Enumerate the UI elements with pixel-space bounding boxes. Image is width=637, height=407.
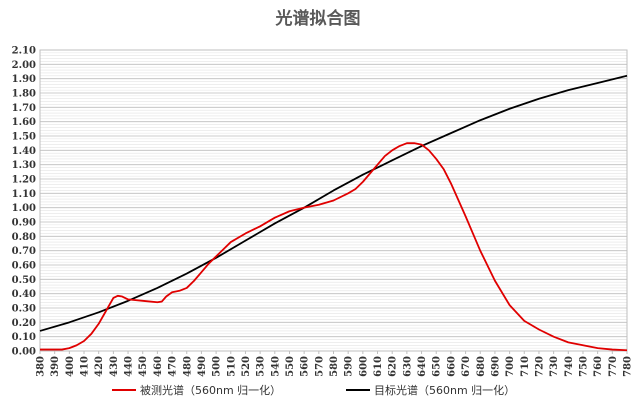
x-tick-label: 520 (241, 356, 252, 377)
x-tick-label: 440 (124, 356, 135, 377)
y-tick-label: 0.40 (12, 289, 36, 300)
y-tick-label: 2.00 (12, 60, 36, 71)
legend-label-measured: 被测光谱（560nm 归一化） (140, 383, 281, 397)
y-tick-label: 0.10 (12, 332, 36, 343)
measured-spectrum-line (40, 142, 628, 352)
y-tick-label: 1.70 (12, 103, 36, 114)
y-tick-label: 1.00 (12, 203, 36, 214)
y-axis: 0.00 0.10 0.20 0.30 0.40 0.50 0.60 0.70 0.80 0.90… (12, 46, 36, 358)
x-tick-label: 470 (168, 356, 179, 377)
x-tick-label: 540 (270, 356, 281, 377)
x-tick-label: 570 (314, 356, 325, 377)
x-tick-label: 490 (197, 356, 208, 377)
y-tick-label: 0.50 (12, 275, 36, 286)
x-tick-label: 500 (212, 356, 223, 377)
x-tick-label: 380 (36, 356, 47, 377)
x-tick-label: 400 (65, 356, 76, 377)
y-tick-label: 0.90 (12, 218, 36, 229)
x-tick-label: 760 (593, 356, 604, 377)
x-tick-label: 420 (94, 356, 105, 377)
x-tick-label: 690 (490, 356, 501, 377)
legend: 被测光谱（560nm 归一化） 目标光谱（560nm 归一化） (112, 383, 515, 397)
x-tick-label: 720 (534, 356, 545, 377)
y-tick-label: 0.30 (12, 304, 36, 315)
x-tick-label: 430 (109, 356, 120, 377)
x-tick-label: 410 (80, 356, 91, 377)
x-tick-label: 580 (329, 356, 340, 377)
y-tick-label: 1.60 (12, 117, 36, 128)
x-tick-label: 650 (432, 356, 443, 377)
x-tick-label: 710 (520, 356, 531, 377)
y-tick-label: 0.70 (12, 246, 36, 257)
y-tick-label: 1.10 (12, 189, 36, 200)
chart-title: 光谱拟合图 (275, 8, 361, 29)
y-tick-label: 1.90 (12, 74, 36, 85)
x-tick-label: 450 (138, 356, 149, 377)
y-tick-label: 2.10 (12, 46, 36, 57)
y-tick-label: 1.40 (12, 146, 36, 157)
x-tick-label: 640 (417, 356, 428, 377)
x-tick-label: 390 (50, 356, 61, 377)
x-tick-label: 740 (564, 356, 575, 377)
x-tick-label: 550 (285, 356, 296, 377)
x-tick-label: 730 (549, 356, 560, 377)
x-tick-label: 630 (402, 356, 413, 377)
target-spectrum-line (39, 74, 628, 332)
x-tick-label: 590 (344, 356, 355, 377)
x-tick-label: 510 (226, 356, 237, 377)
x-tick-label: 780 (623, 356, 634, 377)
x-tick-label: 620 (388, 356, 399, 377)
minor-gridlines (40, 52, 627, 349)
x-tick-label: 460 (153, 356, 164, 377)
x-tick-label: 670 (461, 356, 472, 377)
x-tick-label: 770 (608, 356, 619, 377)
x-tick-label: 600 (358, 356, 369, 377)
x-tick-label: 660 (446, 356, 457, 377)
y-tick-label: 0.80 (12, 232, 36, 243)
y-tick-label: 1.50 (12, 132, 36, 143)
y-tick-label: 0.60 (12, 261, 36, 272)
y-tick-label: 0.20 (12, 318, 36, 329)
x-tick-label: 530 (256, 356, 267, 377)
x-tick-label: 700 (505, 356, 516, 377)
x-tick-label: 750 (578, 356, 589, 377)
x-axis: 380 390 400 410 420 430 440 450 460 470 480 490 500 5… (36, 351, 634, 377)
x-tick-label: 560 (300, 356, 311, 377)
y-tick-label: 1.30 (12, 160, 36, 171)
x-tick-label: 680 (476, 356, 487, 377)
legend-label-target: 目标光谱（560nm 归一化） (374, 383, 515, 397)
y-tick-label: 1.80 (12, 89, 36, 100)
y-tick-label: 0.00 (12, 347, 36, 358)
y-tick-label: 1.20 (12, 175, 36, 186)
series-lines (39, 74, 628, 352)
x-tick-label: 610 (373, 356, 384, 377)
x-tick-label: 480 (182, 356, 193, 377)
